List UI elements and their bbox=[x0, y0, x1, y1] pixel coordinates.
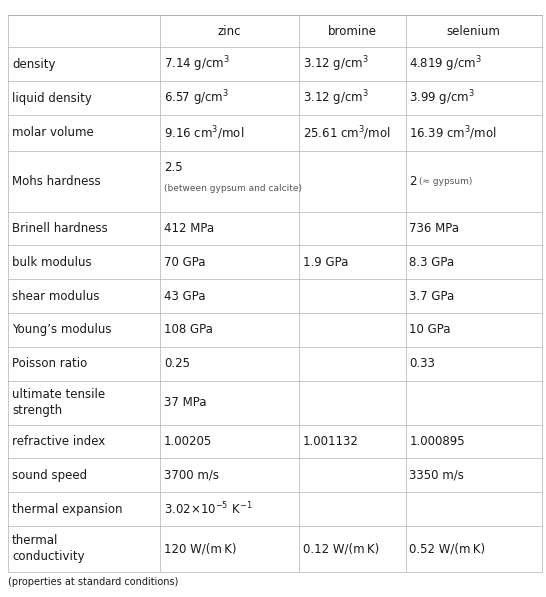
Text: (between gypsum and calcite): (between gypsum and calcite) bbox=[164, 184, 302, 193]
Text: 0.52 W/(m K): 0.52 W/(m K) bbox=[410, 543, 485, 555]
Text: 3.99 g/cm$^3$: 3.99 g/cm$^3$ bbox=[410, 88, 476, 108]
Text: bromine: bromine bbox=[328, 24, 377, 38]
Text: refractive index: refractive index bbox=[12, 435, 105, 448]
Text: 10 GPa: 10 GPa bbox=[410, 324, 451, 337]
Text: 0.33: 0.33 bbox=[410, 357, 435, 370]
Text: 1.9 GPa: 1.9 GPa bbox=[302, 256, 348, 269]
Text: 37 MPa: 37 MPa bbox=[164, 396, 206, 409]
Text: ultimate tensile
strength: ultimate tensile strength bbox=[12, 388, 105, 417]
Text: 6.57 g/cm$^3$: 6.57 g/cm$^3$ bbox=[164, 88, 229, 108]
Text: (≈ gypsum): (≈ gypsum) bbox=[419, 177, 473, 186]
Text: Brinell hardness: Brinell hardness bbox=[12, 222, 108, 235]
Text: 25.61 cm$^3$/mol: 25.61 cm$^3$/mol bbox=[302, 124, 390, 141]
Text: selenium: selenium bbox=[447, 24, 501, 38]
Text: 1.001132: 1.001132 bbox=[302, 435, 359, 448]
Text: 43 GPa: 43 GPa bbox=[164, 290, 205, 303]
Text: 1.00205: 1.00205 bbox=[164, 435, 212, 448]
Text: density: density bbox=[12, 58, 56, 71]
Text: 0.12 W/(m K): 0.12 W/(m K) bbox=[302, 543, 379, 555]
Text: thermal
conductivity: thermal conductivity bbox=[12, 534, 85, 564]
Text: sound speed: sound speed bbox=[12, 469, 87, 482]
Text: zinc: zinc bbox=[218, 24, 241, 38]
Text: 3.7 GPa: 3.7 GPa bbox=[410, 290, 455, 303]
Text: 412 MPa: 412 MPa bbox=[164, 222, 214, 235]
Text: 9.16 cm$^3$/mol: 9.16 cm$^3$/mol bbox=[164, 124, 245, 141]
Text: 7.14 g/cm$^3$: 7.14 g/cm$^3$ bbox=[164, 54, 230, 74]
Text: 4.819 g/cm$^3$: 4.819 g/cm$^3$ bbox=[410, 54, 483, 74]
Text: 3.12 g/cm$^3$: 3.12 g/cm$^3$ bbox=[302, 54, 369, 74]
Text: 2: 2 bbox=[410, 175, 417, 187]
Text: 3700 m/s: 3700 m/s bbox=[164, 469, 219, 482]
Text: 120 W/(m K): 120 W/(m K) bbox=[164, 543, 236, 555]
Text: 3350 m/s: 3350 m/s bbox=[410, 469, 464, 482]
Text: 70 GPa: 70 GPa bbox=[164, 256, 205, 269]
Text: Young’s modulus: Young’s modulus bbox=[12, 324, 111, 337]
Text: Poisson ratio: Poisson ratio bbox=[12, 357, 87, 370]
Text: 16.39 cm$^3$/mol: 16.39 cm$^3$/mol bbox=[410, 124, 497, 141]
Text: molar volume: molar volume bbox=[12, 127, 94, 139]
Text: bulk modulus: bulk modulus bbox=[12, 256, 92, 269]
Text: 108 GPa: 108 GPa bbox=[164, 324, 213, 337]
Text: Mohs hardness: Mohs hardness bbox=[12, 175, 100, 187]
Text: 1.000895: 1.000895 bbox=[410, 435, 465, 448]
Text: 736 MPa: 736 MPa bbox=[410, 222, 459, 235]
Text: 2.5: 2.5 bbox=[164, 161, 183, 174]
Text: 8.3 GPa: 8.3 GPa bbox=[410, 256, 455, 269]
Text: (properties at standard conditions): (properties at standard conditions) bbox=[8, 577, 179, 587]
Text: 0.25: 0.25 bbox=[164, 357, 190, 370]
Text: 3.12 g/cm$^3$: 3.12 g/cm$^3$ bbox=[302, 88, 369, 108]
Text: 3.02×10$^{-5}$ K$^{-1}$: 3.02×10$^{-5}$ K$^{-1}$ bbox=[164, 501, 253, 518]
Text: thermal expansion: thermal expansion bbox=[12, 503, 122, 516]
Text: liquid density: liquid density bbox=[12, 91, 92, 104]
Text: shear modulus: shear modulus bbox=[12, 290, 99, 303]
